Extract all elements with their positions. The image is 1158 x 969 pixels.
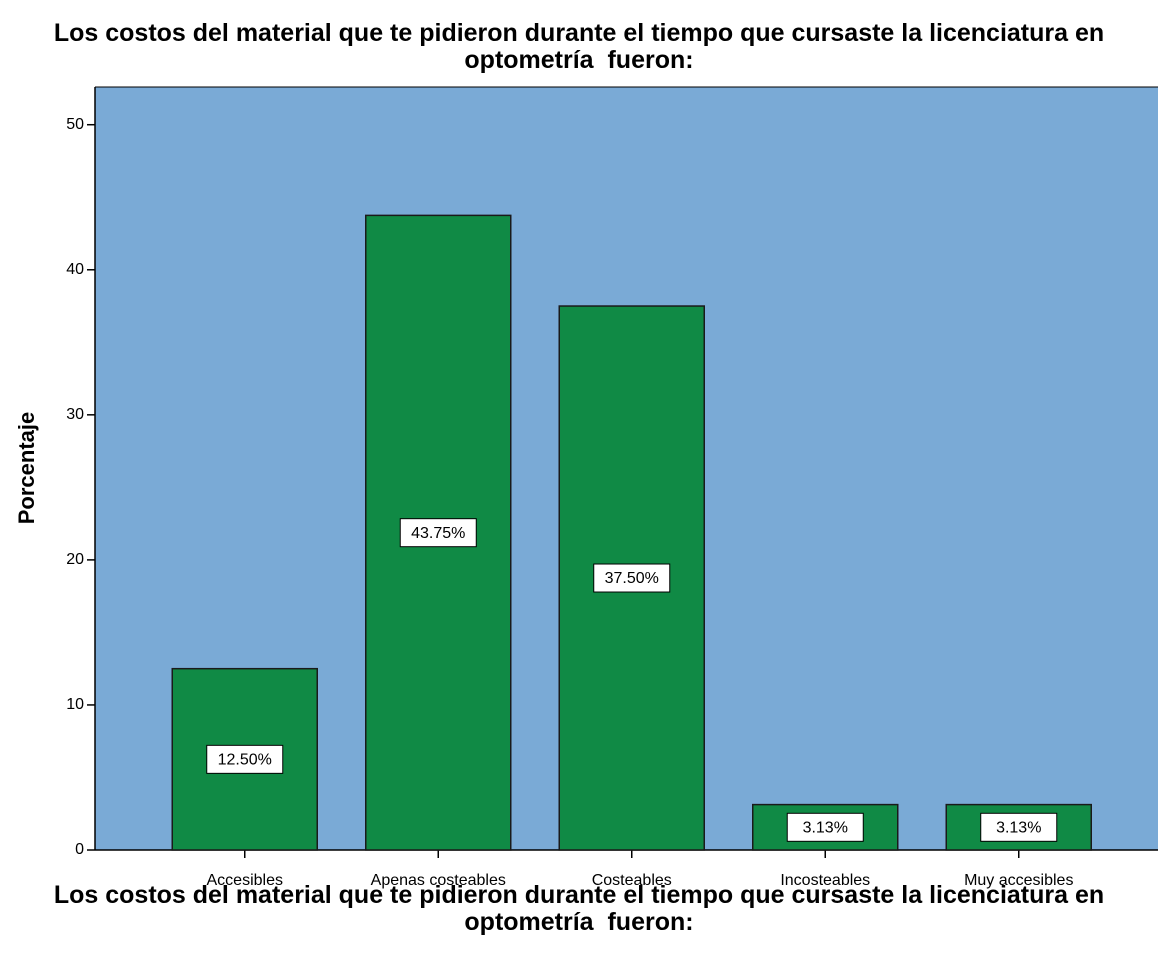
y-tick-label: 20 xyxy=(66,551,84,568)
y-tick-label: 40 xyxy=(66,261,84,278)
x-tick-label: Incosteables xyxy=(780,872,870,889)
value-label-box xyxy=(206,744,284,774)
y-tick-label: 30 xyxy=(66,406,84,423)
x-tick-label: Muy accesibles xyxy=(964,872,1073,889)
value-label: 3.13% xyxy=(803,820,848,837)
x-axis-title: Los costos del material que te pidieron … xyxy=(53,881,1112,936)
value-label-box xyxy=(786,812,864,842)
x-tick-label: Apenas costeables xyxy=(371,872,506,889)
value-label: 12.50% xyxy=(218,752,272,769)
y-tick-label: 0 xyxy=(75,841,84,858)
chart-title: Los costos del material que te pidieron … xyxy=(53,19,1112,74)
y-tick-label: 50 xyxy=(66,116,84,133)
y-axis-title: Porcentaje xyxy=(14,412,39,525)
value-label: 43.75% xyxy=(411,525,465,542)
value-label-box xyxy=(980,812,1058,842)
value-label: 3.13% xyxy=(996,820,1041,837)
x-tick-label: Accesibles xyxy=(207,872,283,889)
y-tick-label: 10 xyxy=(66,696,84,713)
value-label-box xyxy=(593,563,671,593)
value-label: 37.50% xyxy=(605,570,659,587)
value-label-box xyxy=(399,518,477,548)
x-tick-label: Costeables xyxy=(592,872,672,889)
